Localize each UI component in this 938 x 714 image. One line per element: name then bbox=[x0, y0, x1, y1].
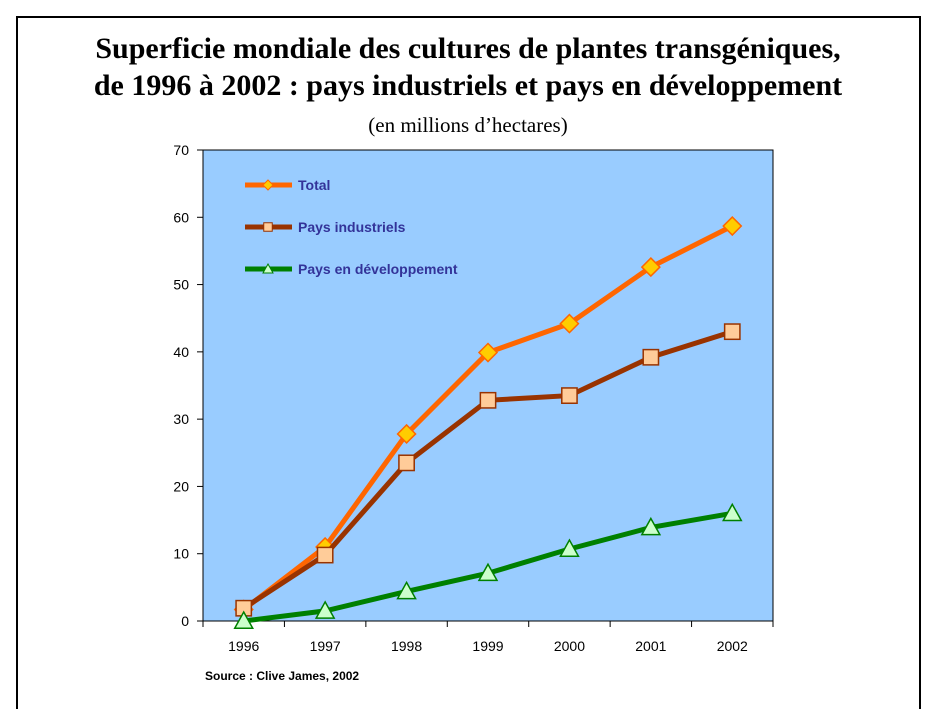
marker bbox=[262, 179, 274, 191]
y-tick-label: 60 bbox=[173, 209, 189, 225]
x-tick-label: 2001 bbox=[635, 638, 666, 654]
marker bbox=[722, 215, 743, 237]
y-tick-label: 40 bbox=[173, 344, 189, 360]
frame bbox=[16, 16, 921, 714]
marker bbox=[640, 516, 662, 536]
y-tick-label: 0 bbox=[181, 613, 189, 629]
marker bbox=[263, 222, 273, 232]
chart-title: de 1996 à 2002 : pays industriels et pay… bbox=[94, 69, 842, 102]
marker bbox=[314, 600, 336, 619]
marker bbox=[233, 610, 254, 629]
marker bbox=[559, 538, 580, 557]
y-tick-label: 70 bbox=[173, 142, 189, 158]
marker bbox=[640, 257, 661, 278]
source: Source : Clive James, 2002 bbox=[205, 669, 359, 683]
x-tick-label: 2000 bbox=[554, 638, 585, 654]
marker bbox=[396, 423, 417, 445]
subtitle: (en millions d’hectares) bbox=[368, 113, 567, 137]
marker bbox=[477, 562, 499, 582]
marker bbox=[642, 348, 660, 366]
marker bbox=[479, 391, 497, 409]
x-tick-label: 1996 bbox=[228, 638, 259, 654]
y-tick-label: 30 bbox=[173, 411, 189, 427]
legend-label: Pays industriels bbox=[298, 219, 406, 235]
chart-title: Superficie mondiale des cultures de plan… bbox=[95, 32, 840, 65]
marker bbox=[316, 546, 334, 564]
y-tick-label: 10 bbox=[173, 546, 189, 562]
marker bbox=[722, 502, 743, 522]
marker bbox=[559, 313, 580, 334]
marker bbox=[396, 580, 417, 600]
legend-label: Total bbox=[298, 177, 330, 193]
marker bbox=[398, 454, 415, 472]
marker bbox=[477, 342, 499, 363]
x-tick-label: 1997 bbox=[310, 638, 341, 654]
marker bbox=[262, 262, 274, 274]
y-tick-label: 50 bbox=[173, 277, 189, 293]
legend-label: Pays en développement bbox=[298, 261, 458, 277]
x-tick-label: 1998 bbox=[391, 638, 422, 654]
marker bbox=[723, 323, 741, 341]
x-tick-label: 2002 bbox=[717, 638, 748, 654]
x-tick-label: 1999 bbox=[472, 638, 503, 654]
y-tick-label: 20 bbox=[173, 478, 189, 494]
plot-area bbox=[202, 149, 774, 622]
marker bbox=[561, 387, 578, 404]
